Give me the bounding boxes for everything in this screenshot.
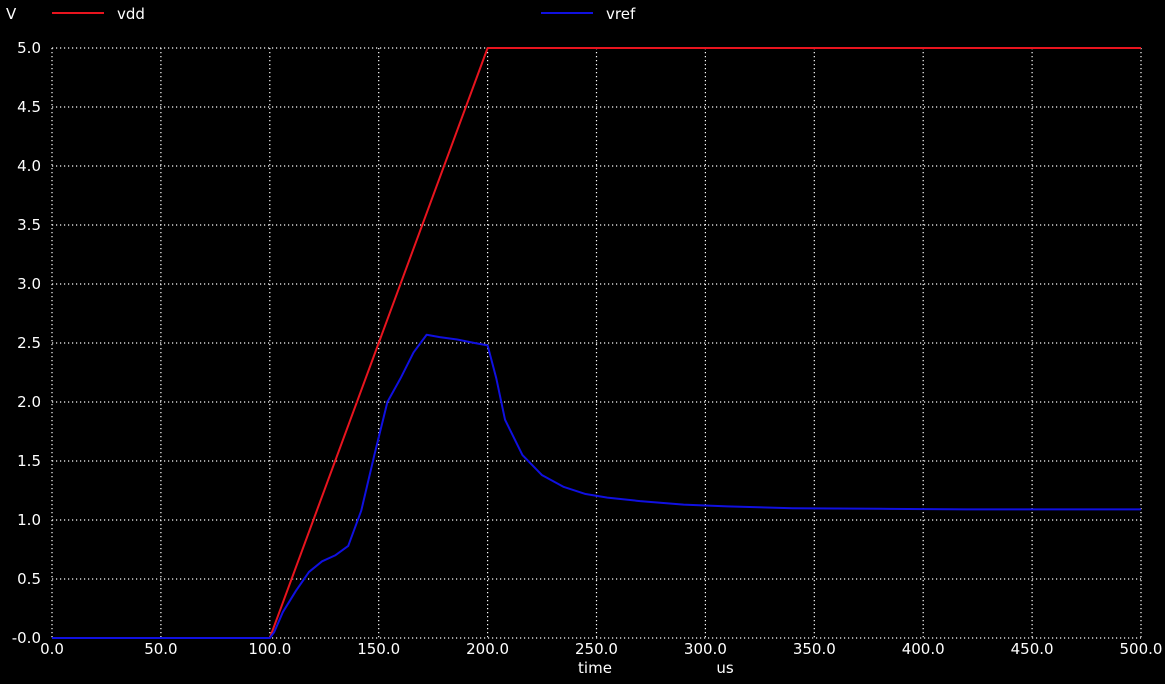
y-axis-label: V — [6, 5, 17, 23]
y-tick-label-7: 3.5 — [17, 216, 41, 234]
y-tick-label-5: 2.5 — [17, 334, 41, 352]
x-tick-label-5: 250.0 — [575, 640, 618, 658]
series-lines — [52, 47, 1141, 639]
x-tick-label-7: 350.0 — [793, 640, 836, 658]
x-tick-label-3: 150.0 — [357, 640, 400, 658]
x-tick-label-6: 300.0 — [684, 640, 727, 658]
x-tick-label-4: 200.0 — [466, 640, 509, 658]
y-tick-label-3: 1.5 — [17, 452, 41, 470]
grid — [51, 47, 1142, 639]
y-tick-label-10: 5.0 — [17, 39, 41, 57]
y-tick-label-4: 2.0 — [17, 393, 41, 411]
y-tick-label-0: -0.0 — [12, 629, 41, 647]
x-axis-unit: us — [716, 659, 734, 677]
legend-label-vdd: vdd — [117, 5, 145, 23]
x-tick-labels: 0.0 50.0 100.0 150.0 200.0 250.0 300.0 350.0 400… — [40, 640, 1162, 658]
x-tick-label-0: 0.0 — [40, 640, 64, 658]
y-tick-label-6: 3.0 — [17, 275, 41, 293]
x-axis-label: time — [578, 659, 612, 677]
x-tick-label-9: 450.0 — [1011, 640, 1054, 658]
x-tick-label-10: 500.0 — [1120, 640, 1163, 658]
x-tick-label-2: 100.0 — [248, 640, 291, 658]
y-tick-labels: -0.0 0.5 1.0 1.5 2.0 2.5 3.0 3.5 4.0 4.5 5.0 — [12, 39, 41, 647]
legend: vdd vref — [52, 5, 636, 23]
x-tick-label-1: 50.0 — [144, 640, 177, 658]
axes: V time us — [6, 5, 734, 677]
legend-label-vref: vref — [606, 5, 636, 23]
y-tick-label-9: 4.5 — [17, 98, 41, 116]
series-line-vref — [52, 333, 1141, 639]
y-tick-label-8: 4.0 — [17, 157, 41, 175]
x-tick-label-8: 400.0 — [902, 640, 945, 658]
y-tick-label-2: 1.0 — [17, 511, 41, 529]
y-tick-label-1: 0.5 — [17, 570, 41, 588]
